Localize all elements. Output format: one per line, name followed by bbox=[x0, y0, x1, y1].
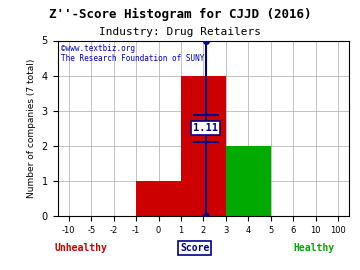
Text: Industry: Drug Retailers: Industry: Drug Retailers bbox=[99, 27, 261, 37]
Text: Healthy: Healthy bbox=[294, 243, 335, 253]
Text: ©www.textbiz.org
The Research Foundation of SUNY: ©www.textbiz.org The Research Foundation… bbox=[60, 44, 204, 63]
Bar bbox=[136, 181, 181, 216]
Text: Score: Score bbox=[180, 243, 209, 253]
Bar bbox=[181, 76, 226, 216]
Y-axis label: Number of companies (7 total): Number of companies (7 total) bbox=[27, 59, 36, 198]
Bar bbox=[226, 146, 271, 216]
Text: Z''-Score Histogram for CJJD (2016): Z''-Score Histogram for CJJD (2016) bbox=[49, 8, 311, 21]
Text: 1.11: 1.11 bbox=[193, 123, 219, 133]
Text: Unhealthy: Unhealthy bbox=[54, 243, 107, 253]
